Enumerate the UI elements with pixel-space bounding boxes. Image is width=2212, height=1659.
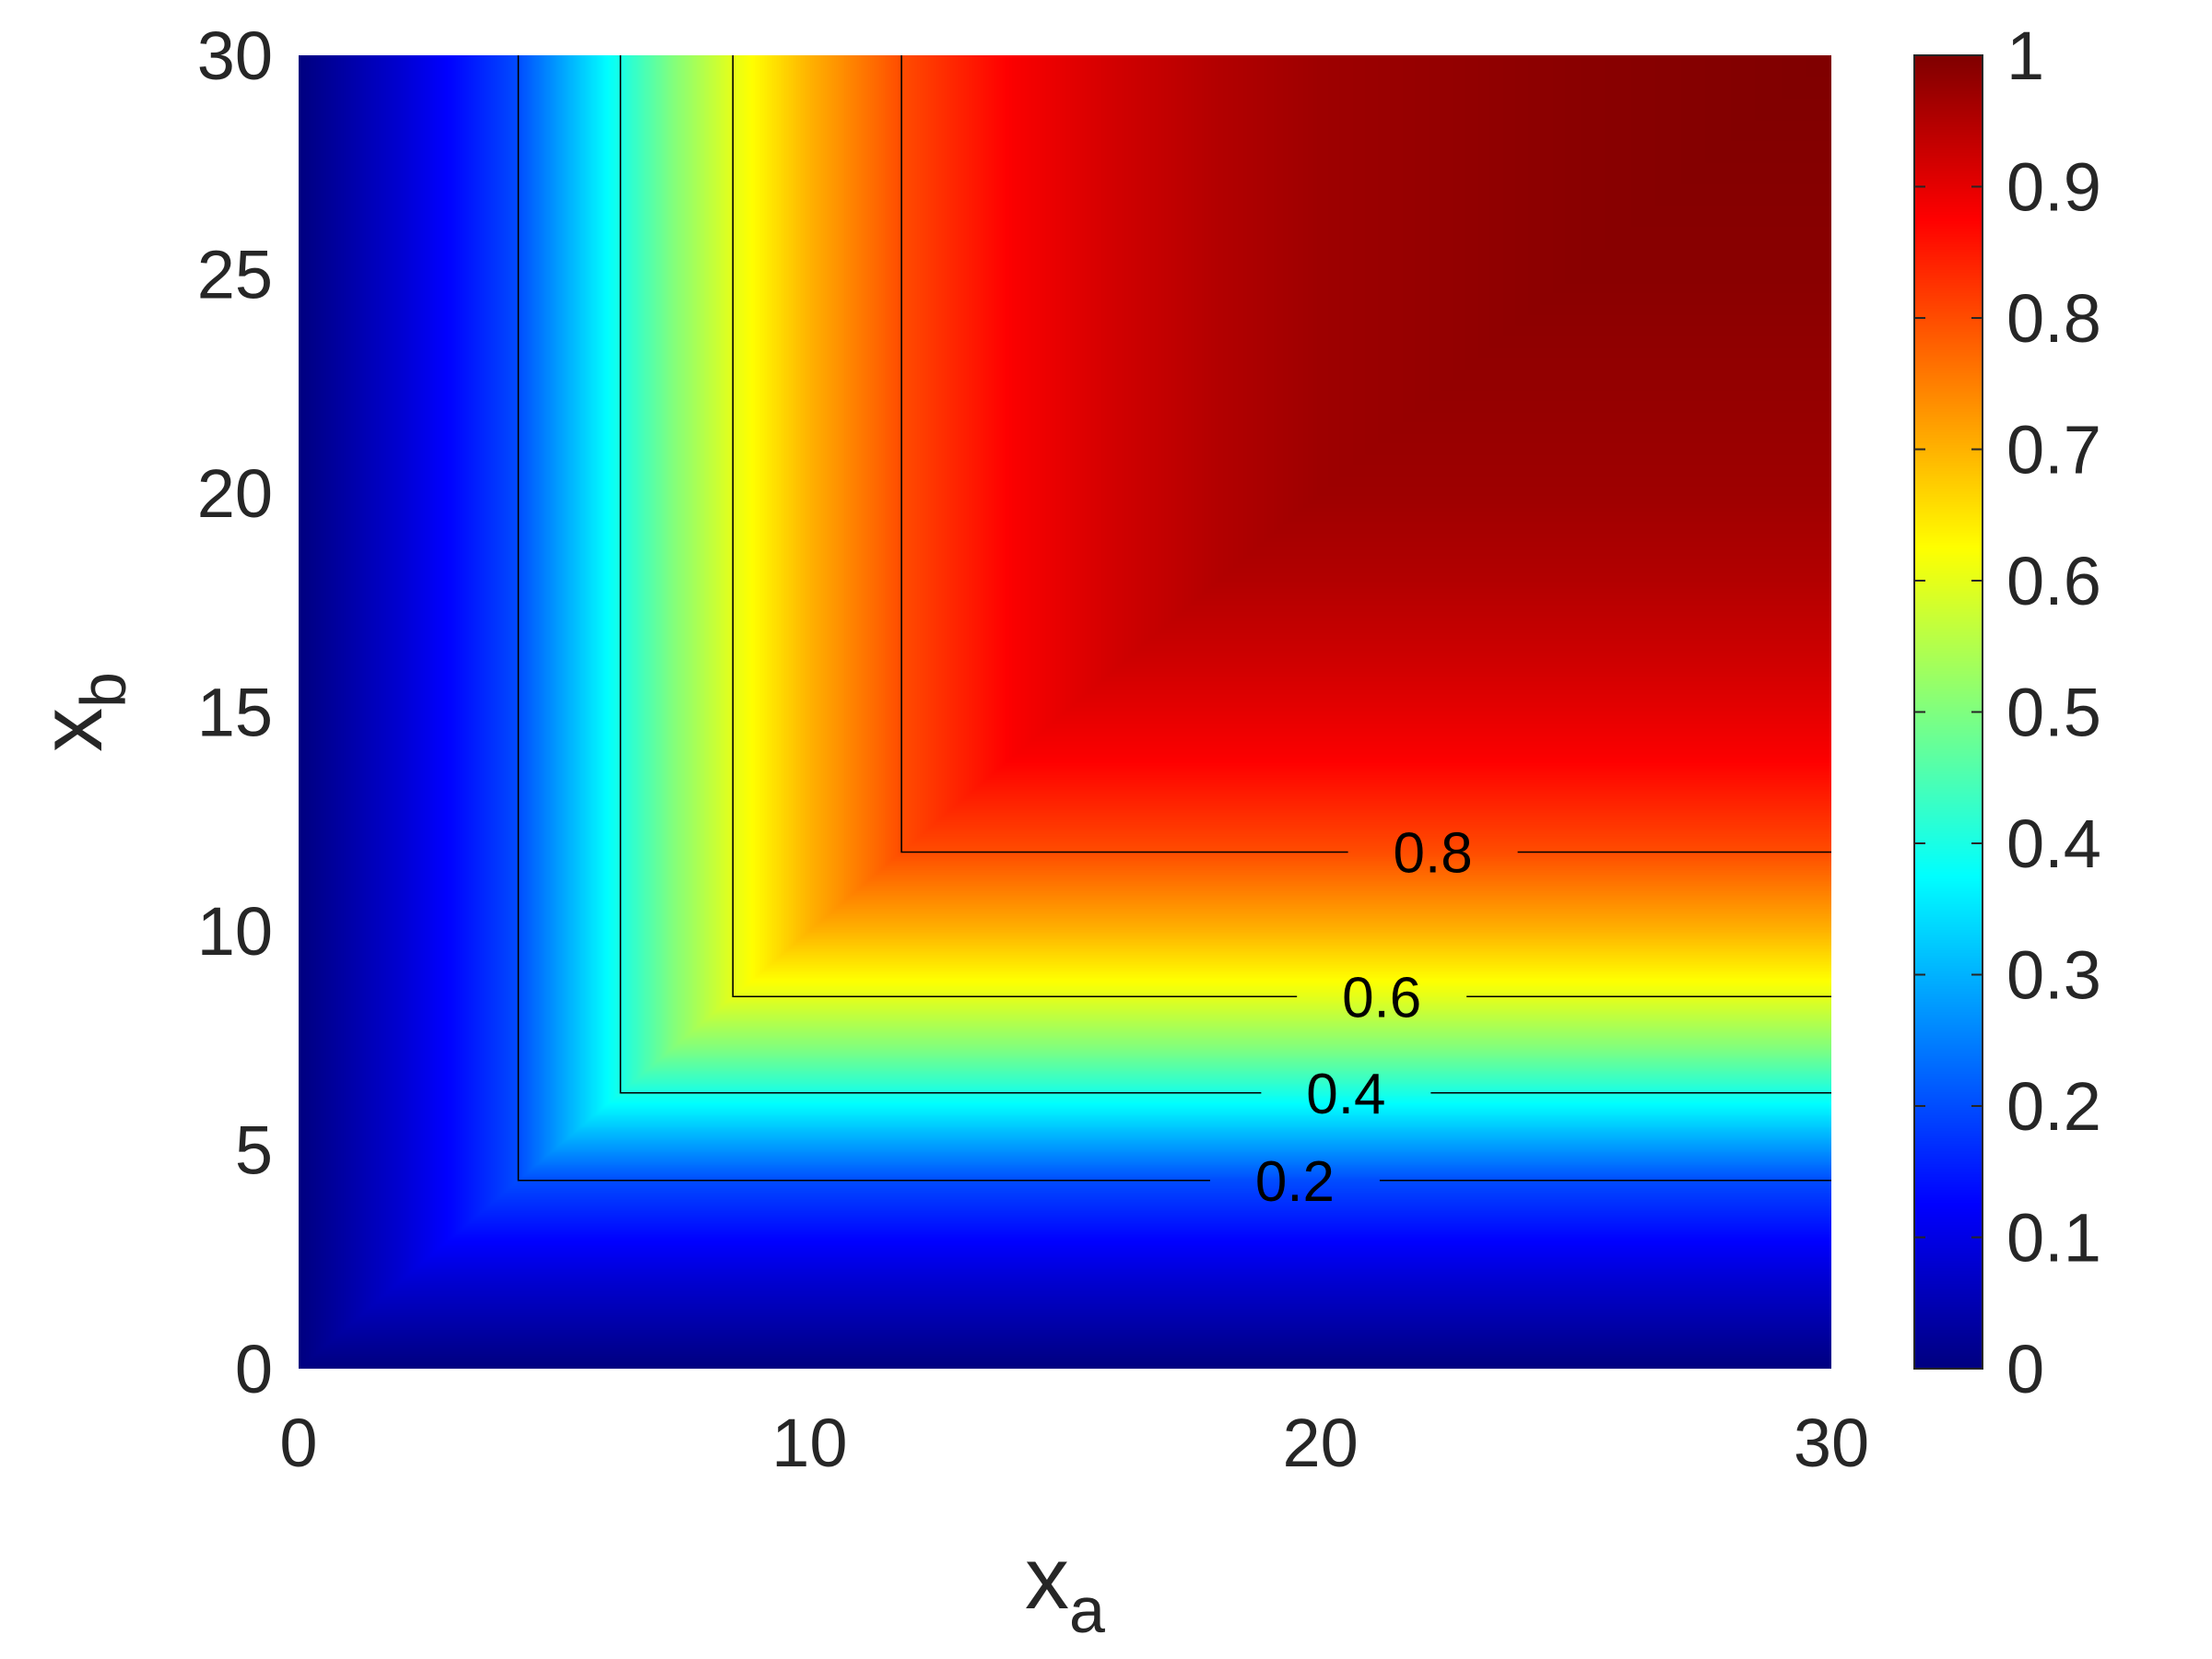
y-tick-label: 5 xyxy=(235,1112,273,1189)
x-tick-label: 10 xyxy=(771,1405,847,1481)
contour-line-0.2 xyxy=(517,55,1831,1182)
y-axis-label: xb xyxy=(22,672,139,752)
colorbar-tick-label: 0.3 xyxy=(2006,937,2101,1014)
y-axis-ticks: 0 5 10 15 20 25 30 xyxy=(197,18,273,1407)
contour-label-0.6: 0.6 xyxy=(1342,966,1421,1030)
y-tick-label: 20 xyxy=(197,455,273,532)
contour-line-0.8 xyxy=(900,55,1831,853)
colorbar-tick-label: 0.2 xyxy=(2006,1068,2101,1145)
colorbar-gradient xyxy=(1914,55,1983,1369)
colorbar-tick-label: 0.6 xyxy=(2006,543,2101,619)
x-axis-label: xa xyxy=(1025,1529,1105,1646)
y-tick-label: 10 xyxy=(197,893,273,970)
y-tick-label: 0 xyxy=(235,1331,273,1407)
y-tick-label: 15 xyxy=(197,675,273,751)
colorbar-tick-label: 0.4 xyxy=(2006,806,2101,882)
x-tick-label: 0 xyxy=(279,1405,317,1481)
y-tick-label: 30 xyxy=(197,18,273,94)
colorbar-frame xyxy=(1913,54,1983,1370)
contour-label-0.4: 0.4 xyxy=(1306,1063,1385,1126)
colorbar-ticks: 0 0.1 0.2 0.3 0.4 0.5 0.6 0.7 0.8 0.9 1 xyxy=(1914,18,2101,1407)
contour-labels: 0.2 0.4 0.6 0.8 xyxy=(1255,822,1473,1214)
x-tick-label: 30 xyxy=(1794,1405,1869,1481)
contour-lines xyxy=(517,55,1831,1182)
x-tick-label: 20 xyxy=(1283,1405,1359,1481)
colorbar-tick-label: 0.1 xyxy=(2006,1200,2101,1277)
x-axis-ticks: 0 10 20 30 xyxy=(279,1405,1869,1481)
y-tick-label: 25 xyxy=(197,237,273,313)
contour-line-0.4 xyxy=(619,55,1831,1094)
contour-line-0.6 xyxy=(732,55,1831,998)
colorbar-tick-label: 0.8 xyxy=(2006,280,2101,357)
colorbar-tick-label: 0 xyxy=(2006,1331,2044,1407)
heatmap-surface xyxy=(299,55,1831,1369)
colorbar-tick-label: 0.5 xyxy=(2006,675,2101,751)
colorbar-tick-label: 0.9 xyxy=(2006,149,2101,226)
contour-label-0.8: 0.8 xyxy=(1394,822,1473,886)
contour-label-0.2: 0.2 xyxy=(1255,1150,1335,1214)
colorbar-tick-label: 1 xyxy=(2006,18,2044,94)
colorbar-tick-label: 0.7 xyxy=(2006,412,2101,488)
